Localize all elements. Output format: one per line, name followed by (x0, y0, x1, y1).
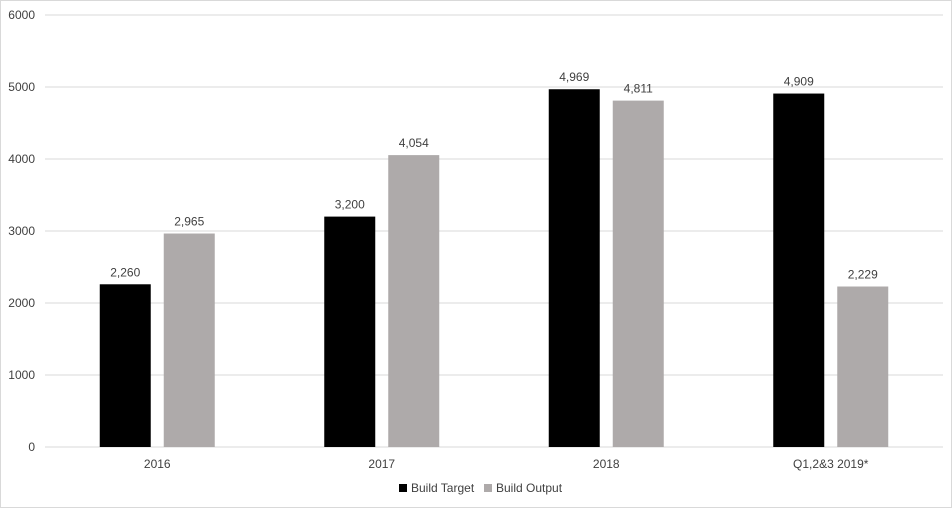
data-label-build-target-2: 4,969 (559, 70, 589, 84)
data-label-build-output-3: 2,229 (848, 268, 878, 282)
data-label-build-output-1: 4,054 (399, 136, 429, 150)
legend: Build Target Build Output (399, 481, 563, 495)
y-axis-tick-labels: 0 1000 2000 3000 4000 5000 6000 (8, 8, 35, 454)
data-label-build-target-1: 3,200 (335, 198, 365, 212)
bar-build-output-2 (612, 100, 664, 447)
x-tick-label-1: 2017 (368, 457, 395, 471)
bar-build-target-0 (99, 284, 151, 447)
bar-build-target-3 (773, 93, 825, 447)
y-tick-label-6000: 6000 (8, 8, 35, 22)
bars (99, 89, 889, 448)
x-axis-tick-labels: 2016 2017 2018 Q1,2&3 2019* (144, 457, 869, 471)
x-tick-label-0: 2016 (144, 457, 171, 471)
data-label-build-output-0: 2,965 (174, 215, 204, 229)
data-labels: 2,260 2,965 3,200 4,054 4,969 4,811 4,909 2,229 (110, 70, 878, 281)
legend-label-build-target: Build Target (411, 481, 475, 495)
data-label-build-output-2: 4,811 (624, 82, 653, 96)
bar-build-output-0 (163, 233, 215, 447)
bar-build-output-1 (388, 155, 440, 447)
bar-build-target-1 (324, 216, 376, 447)
y-tick-label-4000: 4000 (8, 152, 35, 166)
data-label-build-target-0: 2,260 (110, 265, 140, 279)
y-tick-label-5000: 5000 (8, 80, 35, 94)
y-tick-label-3000: 3000 (8, 224, 35, 238)
x-tick-label-3: Q1,2&3 2019* (793, 457, 869, 471)
x-tick-label-2: 2018 (593, 457, 620, 471)
bar-build-output-3 (837, 286, 889, 447)
y-tick-label-0: 0 (28, 440, 35, 454)
y-tick-label-1000: 1000 (8, 368, 35, 382)
legend-swatch-build-target (399, 484, 407, 492)
y-tick-label-2000: 2000 (8, 296, 35, 310)
data-label-build-target-3: 4,909 (784, 75, 814, 89)
legend-label-build-output: Build Output (496, 481, 563, 495)
legend-swatch-build-output (484, 484, 492, 492)
bar-build-target-2 (548, 89, 600, 448)
